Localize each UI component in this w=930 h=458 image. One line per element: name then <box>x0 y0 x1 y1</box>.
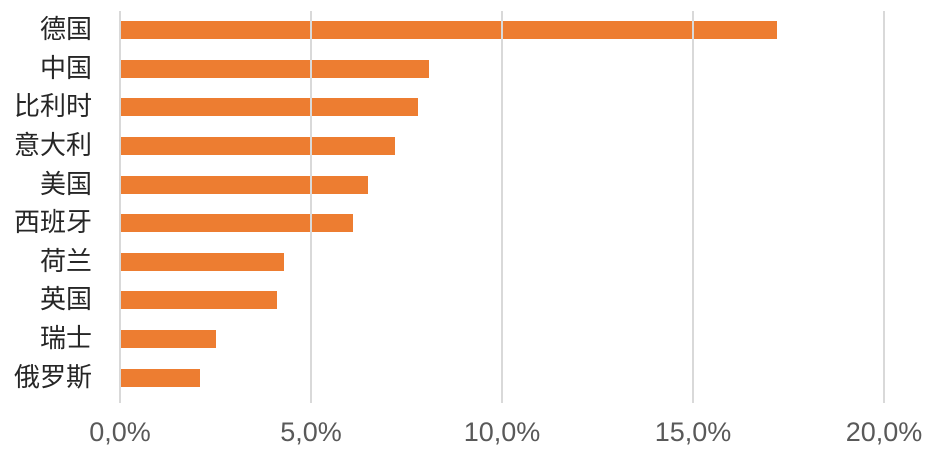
gridline <box>310 11 312 397</box>
tick-mark <box>119 397 121 403</box>
category-label: 比利时 <box>13 92 92 122</box>
category-label: 荷兰 <box>39 246 92 276</box>
gridline <box>501 11 503 397</box>
category-label: 英国 <box>39 285 92 315</box>
x-tick-label: 0,0% <box>89 417 151 447</box>
bar-意大利 <box>120 137 396 156</box>
x-tick-label: 15,0% <box>654 417 732 447</box>
bar-rows <box>120 11 884 397</box>
category-label: 瑞士 <box>39 324 92 354</box>
bar-row <box>120 358 884 397</box>
plot-area <box>119 11 885 403</box>
category-label: 俄罗斯 <box>13 362 92 392</box>
bar-中国 <box>120 59 430 78</box>
category-label: 西班牙 <box>13 208 92 238</box>
bar-row <box>120 204 884 243</box>
bar-荷兰 <box>120 252 285 271</box>
bar-row <box>120 281 884 320</box>
x-tick-label: 10,0% <box>463 417 541 447</box>
bar-row <box>120 127 884 166</box>
gridline <box>692 11 694 397</box>
x-tick-label: 5,0% <box>280 417 342 447</box>
bar-美国 <box>120 175 369 194</box>
gridline <box>883 11 885 397</box>
category-label: 意大利 <box>13 131 92 161</box>
bar-西班牙 <box>120 214 354 233</box>
bar-row <box>120 88 884 127</box>
bar-比利时 <box>120 98 418 117</box>
category-axis: 德国中国比利时意大利美国西班牙荷兰英国瑞士俄罗斯 <box>0 11 92 397</box>
x-tick-label: 20,0% <box>845 417 923 447</box>
tick-mark <box>883 397 885 403</box>
tick-mark <box>310 397 312 403</box>
bar-英国 <box>120 291 277 310</box>
bar-德国 <box>120 21 778 40</box>
bar-row <box>120 243 884 282</box>
tick-mark <box>692 397 694 403</box>
bar-row <box>120 165 884 204</box>
category-label: 德国 <box>39 15 92 45</box>
bar-瑞士 <box>120 330 216 349</box>
category-label: 中国 <box>39 53 92 83</box>
bar-row <box>120 11 884 50</box>
bar-row <box>120 320 884 359</box>
value-axis: 0,0% 5,0% 10,0% 15,0% 20,0% <box>89 415 922 449</box>
tick-mark <box>501 397 503 403</box>
axis-line <box>119 11 121 397</box>
category-label: 美国 <box>39 169 92 199</box>
bar-俄罗斯 <box>120 368 201 387</box>
bar-row <box>120 50 884 89</box>
